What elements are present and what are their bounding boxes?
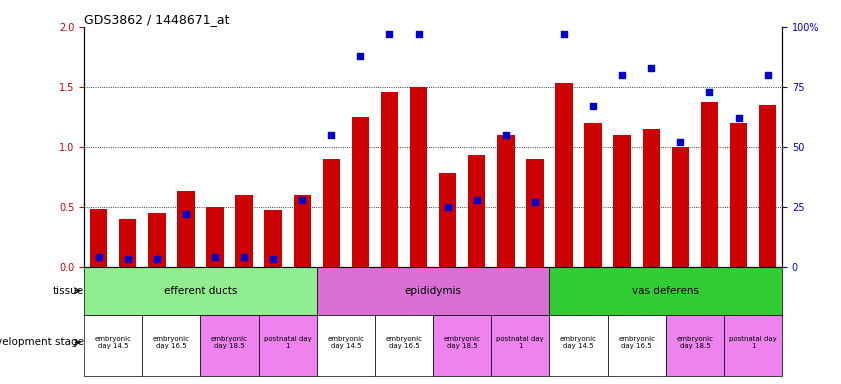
Point xyxy=(209,254,222,260)
Text: vas deferens: vas deferens xyxy=(632,286,700,296)
Bar xyxy=(410,87,427,267)
Bar xyxy=(643,129,660,267)
Bar xyxy=(90,209,108,267)
Point xyxy=(528,199,542,205)
Bar xyxy=(439,173,457,267)
Point xyxy=(644,65,658,71)
Bar xyxy=(497,135,515,267)
Text: tissue: tissue xyxy=(52,286,83,296)
Text: embryonic
day 16.5: embryonic day 16.5 xyxy=(153,336,190,349)
Bar xyxy=(206,207,224,267)
Point xyxy=(267,257,280,263)
Bar xyxy=(526,159,543,267)
Text: GDS3862 / 1448671_at: GDS3862 / 1448671_at xyxy=(84,13,230,26)
Text: embryonic
day 14.5: embryonic day 14.5 xyxy=(327,336,364,349)
Bar xyxy=(613,135,631,267)
Bar xyxy=(235,195,253,267)
Text: embryonic
day 18.5: embryonic day 18.5 xyxy=(676,336,713,349)
Bar xyxy=(672,147,689,267)
FancyBboxPatch shape xyxy=(549,267,782,314)
FancyBboxPatch shape xyxy=(724,314,782,376)
Bar xyxy=(323,159,340,267)
Bar xyxy=(468,155,485,267)
Text: embryonic
day 18.5: embryonic day 18.5 xyxy=(444,336,481,349)
Point xyxy=(674,139,687,145)
Point xyxy=(558,31,571,37)
FancyBboxPatch shape xyxy=(666,314,724,376)
Point xyxy=(92,254,105,260)
FancyBboxPatch shape xyxy=(200,314,259,376)
Bar xyxy=(730,123,747,267)
Point xyxy=(761,72,775,78)
Text: postnatal day
1: postnatal day 1 xyxy=(496,336,544,349)
Point xyxy=(150,257,163,263)
Point xyxy=(499,132,512,138)
Text: embryonic
day 14.5: embryonic day 14.5 xyxy=(95,336,132,349)
Point xyxy=(470,197,484,203)
FancyBboxPatch shape xyxy=(84,267,317,314)
Point xyxy=(354,53,368,59)
Bar xyxy=(381,92,398,267)
Bar xyxy=(555,83,573,267)
Point xyxy=(732,115,745,121)
FancyBboxPatch shape xyxy=(317,314,375,376)
Point xyxy=(441,204,454,210)
FancyBboxPatch shape xyxy=(317,267,549,314)
Text: embryonic
day 16.5: embryonic day 16.5 xyxy=(385,336,422,349)
Point xyxy=(179,211,193,217)
Text: efferent ducts: efferent ducts xyxy=(164,286,237,296)
Text: embryonic
day 14.5: embryonic day 14.5 xyxy=(560,336,597,349)
Point xyxy=(325,132,338,138)
Bar xyxy=(294,195,311,267)
Point xyxy=(121,257,135,263)
FancyBboxPatch shape xyxy=(433,314,491,376)
Point xyxy=(616,72,629,78)
FancyBboxPatch shape xyxy=(375,314,433,376)
FancyBboxPatch shape xyxy=(549,314,607,376)
Bar xyxy=(119,219,136,267)
Text: embryonic
day 18.5: embryonic day 18.5 xyxy=(211,336,248,349)
Bar xyxy=(701,103,718,267)
Text: postnatal day
1: postnatal day 1 xyxy=(264,336,311,349)
Bar xyxy=(148,213,166,267)
Bar xyxy=(759,105,776,267)
FancyBboxPatch shape xyxy=(142,314,200,376)
Point xyxy=(586,103,600,109)
FancyBboxPatch shape xyxy=(491,314,549,376)
Point xyxy=(412,31,426,37)
Point xyxy=(383,31,396,37)
FancyBboxPatch shape xyxy=(84,314,142,376)
FancyBboxPatch shape xyxy=(259,314,317,376)
Point xyxy=(237,254,251,260)
Bar xyxy=(264,210,282,267)
Text: embryonic
day 16.5: embryonic day 16.5 xyxy=(618,336,655,349)
Text: epididymis: epididymis xyxy=(405,286,462,296)
Bar xyxy=(352,117,369,267)
Bar xyxy=(584,123,602,267)
Point xyxy=(703,89,717,95)
Point xyxy=(295,197,309,203)
FancyBboxPatch shape xyxy=(607,314,666,376)
Text: postnatal day
1: postnatal day 1 xyxy=(729,336,777,349)
Bar xyxy=(177,191,194,267)
Text: development stage: development stage xyxy=(0,338,83,348)
